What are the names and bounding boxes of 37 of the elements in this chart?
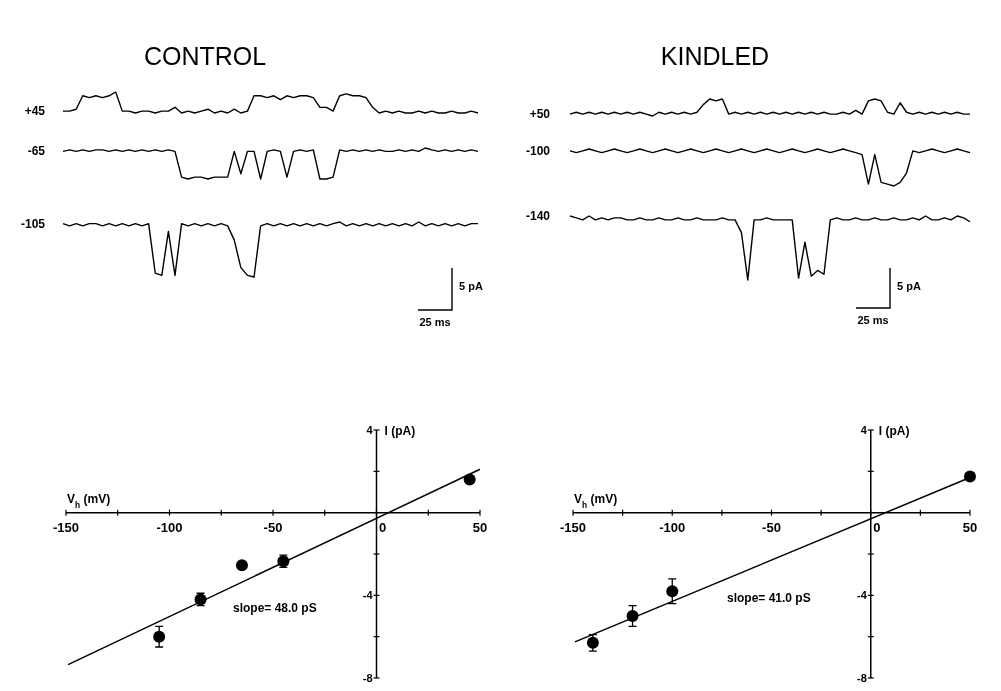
x-axis-title: V$_{h}$ (mV) <box>574 491 618 510</box>
series-label: -65 <box>27 144 46 159</box>
point <box>235 559 248 572</box>
annotation: slope= 41.0 pS <box>727 591 811 605</box>
series-label: -105 <box>20 216 46 231</box>
x-tick-label: 0 <box>873 519 881 535</box>
y-tick-label: -8 <box>856 672 867 684</box>
y-tick-label: -4 <box>362 589 374 602</box>
x-tick-label: 50 <box>472 519 488 535</box>
annotation: 5 pA <box>897 280 921 292</box>
x-tick-label: -50 <box>263 519 283 535</box>
x-tick-label: -100 <box>659 519 686 535</box>
text: 25 ms <box>419 316 451 328</box>
x-axis-title: V$_{h}$ (mV) <box>67 491 111 510</box>
y-tick-label: -4 <box>856 589 868 602</box>
point <box>666 585 679 598</box>
chart-title: KINDLED <box>660 42 770 70</box>
x-tick-label: -150 <box>559 519 587 535</box>
series-label: -140 <box>525 209 551 223</box>
point <box>153 630 166 643</box>
y-axis-title: I (pA) <box>878 424 910 438</box>
text: 25 ms <box>857 314 889 326</box>
x-tick-label: -50 <box>762 519 781 535</box>
y-tick-label: -8 <box>362 672 373 684</box>
x-tick-label: 50 <box>962 519 978 535</box>
y-tick-label: 4 <box>366 424 374 436</box>
x-tick-label: -100 <box>156 519 183 535</box>
text: 5 pA <box>459 280 483 292</box>
annotation: slope= 48.0 pS <box>233 601 317 615</box>
y-tick-label: 4 <box>860 424 868 436</box>
series-label: -100 <box>525 143 551 158</box>
y-axis-title: I (pA) <box>384 424 416 438</box>
x-tick-label: -150 <box>52 519 80 535</box>
x-tick-label: 0 <box>378 519 387 535</box>
series-label: +50 <box>529 107 551 122</box>
series-label: +45 <box>24 104 46 119</box>
chart-title: CONTROL <box>143 42 267 70</box>
